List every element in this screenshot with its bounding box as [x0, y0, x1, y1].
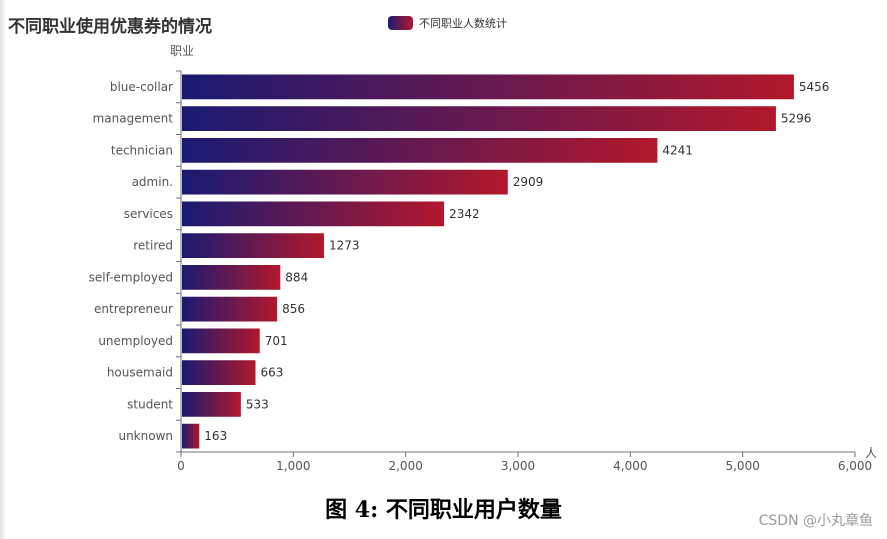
- data-label: 856: [282, 302, 305, 316]
- data-label: 5296: [781, 112, 812, 126]
- x-tick-label: 6,000: [838, 459, 872, 473]
- category-label: management: [93, 112, 174, 126]
- bar: [182, 328, 260, 354]
- x-tick-label: 2,000: [388, 459, 422, 473]
- data-label: 163: [204, 429, 227, 443]
- data-label: 533: [246, 397, 269, 411]
- data-label: 701: [265, 334, 288, 348]
- category-label: technician: [111, 143, 173, 157]
- bar: [182, 296, 278, 322]
- data-label: 663: [260, 366, 283, 380]
- bar: [182, 201, 445, 227]
- category-label: unemployed: [98, 334, 173, 348]
- data-label: 5456: [799, 80, 830, 94]
- category-label: services: [124, 207, 173, 221]
- category-label: self-employed: [89, 270, 173, 284]
- x-tick-label: 0: [177, 459, 185, 473]
- data-label: 1273: [329, 239, 360, 253]
- category-label: unknown: [118, 429, 173, 443]
- bar: [182, 360, 256, 386]
- category-label: housemaid: [107, 366, 173, 380]
- category-label: blue-collar: [110, 80, 173, 94]
- bar: [182, 423, 200, 449]
- legend-swatch: [388, 16, 413, 30]
- data-label: 884: [285, 270, 308, 284]
- category-label: admin.: [132, 175, 173, 189]
- bars: blue-collar 5456 management 5296 technician 4…: [89, 74, 830, 449]
- bar: [182, 391, 241, 417]
- bar: [182, 264, 281, 290]
- x-tick-label: 3,000: [501, 459, 535, 473]
- x-axis-title: 人: [865, 446, 877, 460]
- category-label: entrepreneur: [94, 302, 173, 316]
- data-label: 4241: [662, 143, 693, 157]
- x-tick-label: 4,000: [613, 459, 647, 473]
- data-label: 2909: [513, 175, 544, 189]
- watermark: CSDN @小丸章鱼: [758, 513, 873, 529]
- legend[interactable]: 不同职业人数统计: [388, 15, 507, 31]
- bar: [182, 233, 325, 259]
- figure-caption: 图 4: 不同职业用户数量: [325, 497, 562, 523]
- bar: [182, 74, 794, 100]
- category-label: retired: [133, 239, 173, 253]
- x-tick-label: 5,000: [725, 459, 759, 473]
- category-label: student: [127, 397, 173, 411]
- page-shadow: [0, 0, 6, 539]
- legend-label: 不同职业人数统计: [419, 17, 507, 30]
- bar: [182, 106, 776, 132]
- bar: [182, 137, 658, 163]
- chart-title: 不同职业使用优惠券的情况: [8, 17, 212, 37]
- bar: [182, 169, 508, 195]
- y-axis-title: 职业: [170, 44, 194, 58]
- data-label: 2342: [449, 207, 480, 221]
- x-tick-label: 1,000: [276, 459, 310, 473]
